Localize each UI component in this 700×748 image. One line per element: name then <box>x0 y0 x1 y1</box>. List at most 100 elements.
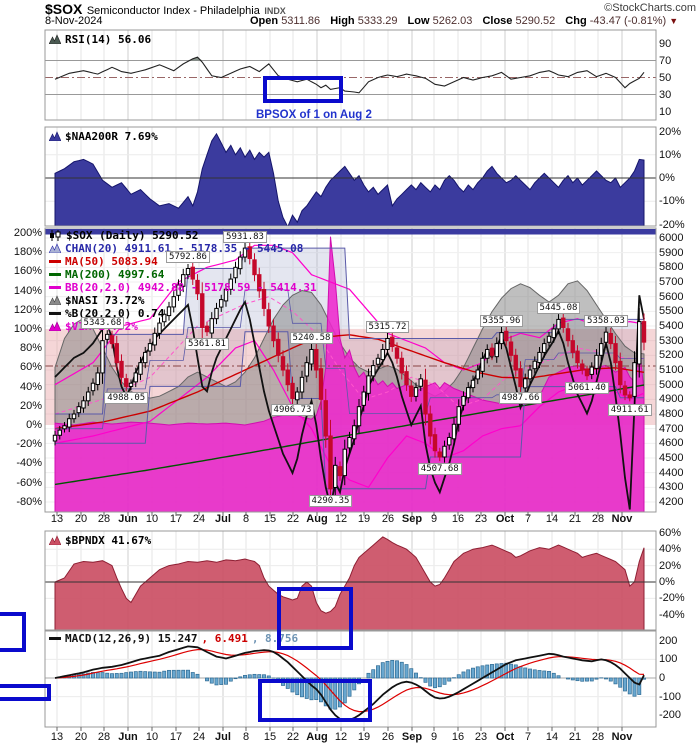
y-axis-label: 4300 <box>659 481 684 494</box>
y-axis-label: 100 <box>659 653 678 666</box>
area-chart-icon <box>49 131 61 141</box>
y-axis-label: 4200 <box>659 496 684 508</box>
y-axis-label: 200 <box>659 634 678 647</box>
sox-legend: $SOX (Daily) 5290.52 <box>49 228 199 242</box>
high-label: High <box>330 15 355 27</box>
x-axis-label: Sep <box>401 731 423 743</box>
y-axis-label: 5500 <box>659 305 684 318</box>
price-flag: 5358.03 <box>584 315 628 328</box>
x-axis-label: 22 <box>286 513 300 525</box>
y-axis-label: 4600 <box>659 437 684 450</box>
price-flag: 4906.73 <box>270 404 315 417</box>
close-value: 5290.52 <box>515 15 556 27</box>
y-axis-label: 80% <box>19 342 42 355</box>
x-axis-label: 22 <box>286 731 300 743</box>
y-axis-label: 5000 <box>659 378 684 391</box>
naa200r-legend-text: $NAA200R 7.69% <box>65 129 158 143</box>
sox-legend-text: $SOX (Daily) 5290.52 <box>66 228 199 242</box>
x-axis-label: 28 <box>97 731 111 743</box>
y-axis-label: 5800 <box>659 261 684 274</box>
chg-label: Chg <box>565 15 587 27</box>
price-flag: 4911.61 <box>607 403 652 416</box>
chg-down-triangle-icon: ▼ <box>669 16 679 26</box>
open-label: Open <box>250 15 279 27</box>
x-axis-label: 28 <box>97 513 111 525</box>
price-flag: 5355.96 <box>479 315 524 328</box>
x-axis-label: 7 <box>524 513 532 525</box>
y-axis-label: 4900 <box>659 393 684 406</box>
vix-legend: $VIX 14.92% <box>49 320 138 333</box>
y-axis-label: -20% <box>16 438 42 451</box>
x-axis-label: 14 <box>545 731 559 743</box>
y-axis-label: 200% <box>13 226 42 239</box>
y-axis-label: 5900 <box>659 246 684 259</box>
y-axis-label: 5100 <box>659 364 684 376</box>
y-axis-label: 50 <box>659 71 672 84</box>
ma200-legend: MA(200) 4997.64 <box>49 268 164 281</box>
chan-legend-text: CHAN(20) 4911.61 - 5178.35 - 5445.08 <box>65 241 304 255</box>
pctb-legend-text: %B(20,2.0) 0.74 <box>65 306 165 320</box>
y-axis-label: 70 <box>659 54 672 67</box>
x-axis-label: 13 <box>50 731 64 743</box>
y-axis-label: -20% <box>659 218 685 231</box>
annotation-box-4 <box>0 612 26 652</box>
chart-header: $SOX Semiconductor Index - Philadelphia … <box>45 1 286 19</box>
y-axis-label: 20% <box>659 125 682 138</box>
x-axis-label: 12 <box>334 513 348 525</box>
area-chart-icon <box>49 243 61 253</box>
line-dash-icon <box>49 273 61 276</box>
x-axis-label: 16 <box>451 731 465 743</box>
bpndx-legend: $BPNDX 41.67% <box>49 534 151 547</box>
close-label: Close <box>482 15 513 27</box>
x-axis-label: 24 <box>192 731 206 743</box>
y-axis-label: 60% <box>19 361 42 374</box>
price-flag: 5445.08 <box>536 302 581 315</box>
price-flag: 5361.81 <box>185 337 229 350</box>
y-axis-label: -100 <box>659 690 682 703</box>
line-dash-icon <box>49 286 61 289</box>
x-axis-label: Aug <box>306 513 328 525</box>
x-axis-label: 21 <box>568 731 582 743</box>
symbol-name: Semiconductor Index - Philadelphia <box>86 5 260 17</box>
x-axis-label: Jul <box>215 731 231 743</box>
rsi-legend-text: RSI(14) 56.06 <box>65 32 152 46</box>
y-axis-label: -200 <box>659 709 682 722</box>
y-axis-label: 5300 <box>659 334 684 347</box>
ma50-legend-text: MA(50) 5083.94 <box>65 254 158 268</box>
annotation-box-5 <box>0 684 51 701</box>
exchange: INDX <box>264 6 286 16</box>
nasi-legend: $NASI 73.72% <box>49 294 144 307</box>
x-axis-label: Jun <box>118 513 138 525</box>
x-axis-label: Oct <box>495 513 515 525</box>
x-axis-label: Nov <box>611 513 633 525</box>
x-axis-label: 23 <box>474 731 488 743</box>
naa200r-legend: $NAA200R 7.69% <box>49 129 158 143</box>
area-chart-icon <box>49 295 61 305</box>
x-axis-label: 13 <box>50 513 64 525</box>
y-axis-label: -60% <box>16 476 42 489</box>
y-axis-label: 5400 <box>659 320 684 332</box>
candlestick-icon <box>50 229 61 241</box>
quote-line: Open 5311.86 High 5333.29 Low 5262.03 Cl… <box>250 15 678 27</box>
price-flag: 4507.68 <box>417 462 462 475</box>
annotation-box-2 <box>277 587 353 650</box>
x-axis-label: 26 <box>381 513 395 525</box>
x-axis-label: 28 <box>591 731 605 743</box>
macd-legend-main: MACD(12,26,9) 15.247 <box>65 631 198 645</box>
bb-legend: BB(20,2.0) 4942.88 - 5178.59 - 5414.31 <box>49 281 317 294</box>
x-axis-label: 7 <box>524 731 532 743</box>
y-axis-label: 0% <box>26 419 42 431</box>
y-axis-label: 180% <box>13 246 42 259</box>
line-dash-icon <box>49 312 61 315</box>
y-axis-label: 60% <box>659 526 682 539</box>
x-axis-label: Sep <box>401 513 423 525</box>
x-axis-label: 8 <box>242 731 250 743</box>
area-chart-icon <box>49 535 61 545</box>
y-axis-label: -80% <box>16 495 42 508</box>
macd-legend: MACD(12,26,9) 15.247, 6.491, 8.756 <box>49 631 298 645</box>
y-axis-label: 4500 <box>659 452 684 464</box>
y-axis-label: 160% <box>13 265 42 278</box>
x-axis-label: 10 <box>145 731 159 743</box>
chg-value: -43.47 (-0.81%) <box>589 15 667 27</box>
y-axis-label: 100% <box>13 322 42 335</box>
